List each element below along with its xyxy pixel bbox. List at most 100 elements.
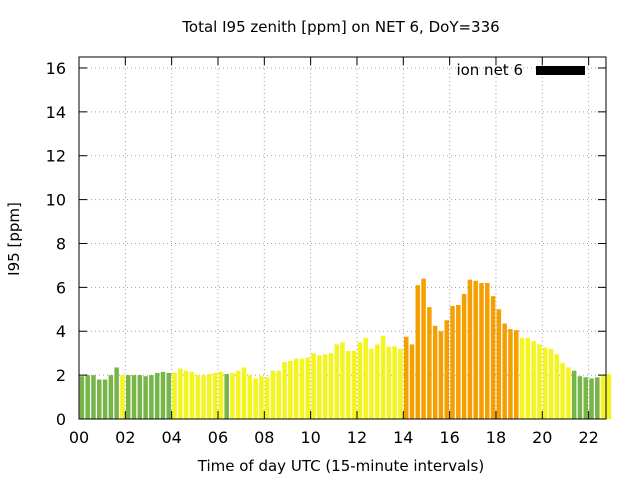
legend: ion net 6 (456, 61, 585, 79)
bar (456, 304, 461, 419)
bar (374, 344, 380, 419)
bar (178, 368, 183, 419)
bar (438, 331, 444, 419)
bar (479, 282, 484, 419)
bar (108, 375, 114, 419)
bar (189, 371, 195, 419)
bar (589, 378, 594, 419)
y-tick-label: 10 (46, 191, 66, 210)
bar (554, 354, 560, 419)
bar (102, 379, 108, 419)
bar (502, 323, 507, 419)
bar (143, 376, 148, 419)
bar (432, 325, 438, 419)
y-tick-label: 14 (46, 103, 66, 122)
bar (467, 279, 473, 419)
bar (508, 329, 513, 419)
bar (207, 374, 212, 419)
bar (380, 335, 386, 419)
bar (230, 372, 235, 419)
bar (120, 375, 125, 419)
bar (212, 372, 218, 419)
y-tick-label: 12 (46, 147, 66, 166)
bar (450, 306, 455, 419)
x-tick-label: 02 (115, 428, 135, 447)
bar (346, 350, 351, 419)
chart-title: Total I95 zenith [ppm] on NET 6, DoY=336 (181, 18, 499, 36)
legend-swatch (536, 66, 585, 75)
y-tick-label: 2 (56, 366, 66, 385)
bar (288, 360, 293, 419)
plot-frame (78, 56, 607, 420)
bar (114, 367, 119, 419)
bar (195, 375, 200, 419)
bar (282, 361, 287, 419)
x-tick-label: 04 (161, 428, 181, 447)
bar (409, 344, 415, 419)
bar (328, 353, 334, 419)
bar (560, 363, 565, 419)
bar (154, 372, 160, 419)
bar (137, 375, 143, 419)
bar (270, 370, 276, 419)
bar (125, 375, 131, 419)
bar (160, 371, 166, 419)
bar (149, 375, 154, 419)
bar (317, 355, 322, 419)
bar (357, 342, 363, 419)
bar (183, 370, 189, 419)
bar (276, 370, 282, 419)
bar (531, 341, 536, 419)
y-tick-label: 6 (56, 278, 66, 297)
bar (293, 358, 299, 419)
bar (386, 346, 392, 419)
bar (519, 337, 525, 419)
bar (85, 375, 90, 419)
bar (571, 370, 577, 419)
bar (398, 348, 403, 419)
bar (369, 348, 374, 419)
bar (490, 296, 496, 419)
bar (363, 337, 368, 419)
bar (351, 350, 357, 419)
bar (583, 377, 588, 419)
x-tick-label: 16 (439, 428, 459, 447)
bar (415, 285, 421, 419)
bar (91, 375, 96, 419)
x-tick-label: 22 (578, 428, 598, 447)
y-tick-label: 4 (56, 322, 66, 341)
bar (322, 354, 328, 419)
x-tick-label: 20 (532, 428, 552, 447)
bar (461, 293, 467, 419)
bar (201, 375, 206, 419)
bar (548, 348, 554, 419)
bar (392, 346, 397, 419)
bar (606, 374, 612, 419)
bar (97, 379, 102, 419)
bar (166, 372, 172, 419)
x-tick-label: 12 (347, 428, 367, 447)
y-tick-label: 0 (56, 410, 66, 429)
bar (595, 377, 600, 419)
bar (473, 280, 478, 419)
bar (525, 337, 531, 419)
legend-label: ion net 6 (456, 61, 523, 79)
x-tick-label: 00 (69, 428, 89, 447)
y-tick-label: 16 (46, 59, 66, 78)
bar (224, 374, 229, 419)
bar (496, 309, 502, 419)
bar (334, 344, 339, 419)
x-tick-label: 06 (208, 428, 228, 447)
bar (577, 376, 583, 419)
bar (485, 282, 490, 419)
x-tick-label: 18 (486, 428, 506, 447)
y-axis-label: I95 [ppm] (5, 202, 23, 276)
bar (305, 357, 311, 419)
bar (236, 370, 241, 419)
bar (259, 376, 264, 419)
bar (566, 367, 571, 419)
bar (172, 372, 177, 419)
bar-series (79, 278, 612, 419)
